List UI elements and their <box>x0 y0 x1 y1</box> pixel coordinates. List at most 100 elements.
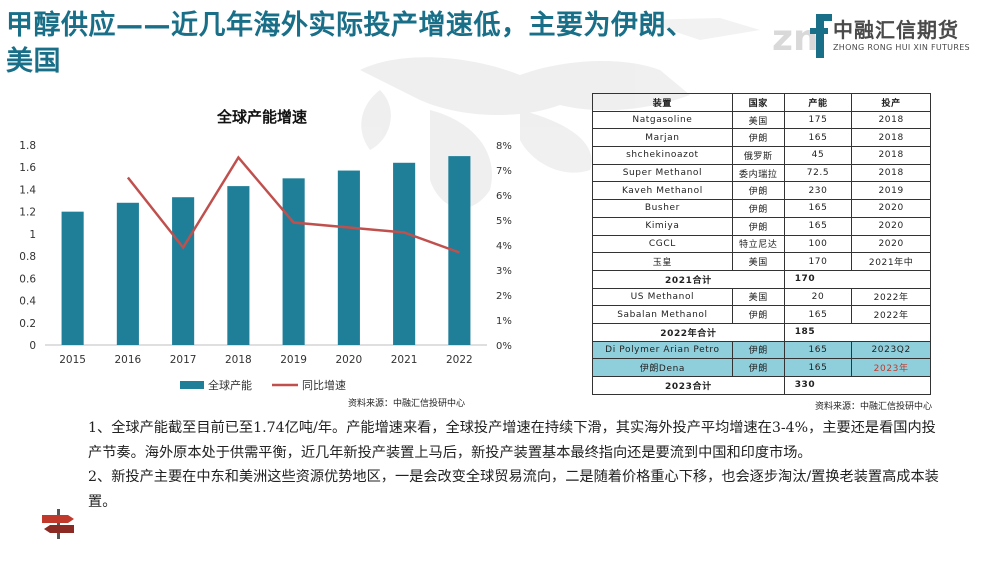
table-total-row: 2022年合计 185 <box>592 322 932 342</box>
paragraph-1: 1、全球产能截至目前已至1.74亿吨/年。产能增速来看，全球投产增速在持续下滑，… <box>88 420 936 461</box>
header-startup: 投产 <box>851 93 931 112</box>
startup-cell: 2021年中 <box>851 252 931 271</box>
total-label: 2023合计 <box>592 376 785 395</box>
x-tick-label: 2020 <box>336 354 363 366</box>
logo-subtitle: ZHONG RONG HUI XIN FUTURES <box>833 43 970 52</box>
capacity-cell: 45 <box>783 146 853 165</box>
legend-swatch-capacity <box>180 381 204 389</box>
table-row: Super Methanol 委内瑞拉 72.5 2018 <box>592 163 931 183</box>
header-country: 国家 <box>731 93 785 112</box>
y-right-tick-label: 6% <box>496 191 512 202</box>
table-header-row: 装置 国家 产能 投产 <box>592 93 931 112</box>
capacity-bar <box>448 156 471 345</box>
y-left-tick-label: 1.6 <box>19 162 36 174</box>
device-cell: 玉皇 <box>592 252 733 271</box>
x-tick-label: 2021 <box>391 354 418 366</box>
startup-cell: 2020 <box>851 234 931 254</box>
device-cell: Kaveh Methanol <box>592 181 733 201</box>
new-capacity-table: 装置 国家 产能 投产 Natgasoline 美国 175 2018 Marjan 伊朗… <box>592 93 932 395</box>
growth-rate-line <box>126 155 460 254</box>
legend-label-capacity: 全球产能 <box>208 378 252 392</box>
table-row: Busher 伊朗 165 2020 <box>592 199 931 218</box>
total-label: 2021合计 <box>592 269 785 289</box>
x-tick-label: 2019 <box>280 354 307 366</box>
y-left-tick-label: 1.2 <box>19 207 36 219</box>
startup-cell: 2023Q2 <box>851 340 931 360</box>
y-left-tick-label: 0.8 <box>19 251 36 263</box>
table-row: 伊朗Dena 伊朗 165 2023年 <box>592 358 931 377</box>
startup-cell: 2023年 <box>851 358 931 377</box>
device-cell: Sabalan Methanol <box>592 305 733 324</box>
table-total-row: 2021合计 170 <box>592 269 932 289</box>
y-right-tick-label: 1% <box>496 316 512 327</box>
country-cell: 伊朗 <box>731 199 785 218</box>
startup-cell: 2018 <box>851 128 931 148</box>
page-title: 甲醇供应——近几年海外实际投产增速低，主要为伊朗、美国 <box>6 10 694 77</box>
x-tick-label: 2016 <box>115 354 142 366</box>
capacity-bar <box>116 202 139 345</box>
country-cell: 伊朗 <box>731 128 785 148</box>
capacity-cell: 165 <box>783 128 853 148</box>
y-left-tick-label: 1 <box>29 229 36 241</box>
total-value: 170 <box>783 269 932 289</box>
y-right-tick-label: 4% <box>496 241 512 252</box>
y-left-tick-label: 0.6 <box>19 273 36 285</box>
logo-name: 中融汇信期货 <box>833 18 959 42</box>
analysis-text: 1、全球产能截至目前已至1.74亿吨/年。产能增速来看，全球投产增速在持续下滑，… <box>88 416 948 514</box>
country-cell: 俄罗斯 <box>731 146 785 165</box>
chart-legend: 全球产能 同比增速 <box>180 378 346 392</box>
chart-title: 全球产能增速 <box>216 108 307 126</box>
startup-cell: 2022年 <box>851 287 931 307</box>
capacity-growth-chart: 全球产能增速 0 0.2 0.4 0.6 0.8 1 1.2 1.4 1.6 1.8 0% 1% 2%… <box>19 108 512 409</box>
y-left-tick-label: 1.8 <box>19 140 36 152</box>
startup-cell: 2022年 <box>851 305 931 324</box>
company-logo: zn 中融汇信期货 ZHONG RONG HUI XIN FUTURES <box>770 8 995 66</box>
device-cell: 伊朗Dena <box>592 358 733 377</box>
table-row: CGCL 特立尼达 100 2020 <box>592 234 931 254</box>
country-cell: 美国 <box>731 287 785 307</box>
capacity-cell: 165 <box>783 340 853 360</box>
device-cell: CGCL <box>592 234 733 254</box>
country-cell: 委内瑞拉 <box>731 163 785 183</box>
startup-cell: 2018 <box>851 163 931 183</box>
table-row: Sabalan Methanol 伊朗 165 2022年 <box>592 305 931 324</box>
country-cell: 伊朗 <box>731 358 785 377</box>
y-right-tick-label: 2% <box>496 291 512 302</box>
device-cell: Busher <box>592 199 733 218</box>
total-value: 330 <box>783 376 932 395</box>
y-right-tick-label: 7% <box>496 166 512 177</box>
startup-cell: 2020 <box>851 216 931 236</box>
country-cell: 美国 <box>731 252 785 271</box>
y-right-tick-label: 3% <box>496 266 512 277</box>
svg-text:zn: zn <box>772 18 819 59</box>
table-row: shchekinoazot 俄罗斯 45 2018 <box>592 146 931 165</box>
total-label: 2022年合计 <box>592 322 785 342</box>
startup-cell: 2019 <box>851 181 931 201</box>
device-cell: Di Polymer Arian Petro <box>592 340 733 360</box>
country-cell: 伊朗 <box>731 305 785 324</box>
device-cell: Natgasoline <box>592 110 733 130</box>
table-row: US Methanol 美国 20 2022年 <box>592 287 931 307</box>
y-left-tick-label: 1.4 <box>19 184 36 196</box>
startup-cell: 2018 <box>851 146 931 165</box>
startup-cell: 2018 <box>851 110 931 130</box>
device-cell: Kimiya <box>592 216 733 236</box>
device-cell: shchekinoazot <box>592 146 733 165</box>
paragraph-2: 2、新投产主要在中东和美洲这些资源优势地区，一是会改变全球贸易流向，二是随着价格… <box>88 469 939 510</box>
chart-source: 资料来源：中融汇信投研中心 <box>348 397 465 409</box>
capacity-bar <box>282 178 305 345</box>
capacity-cell: 100 <box>783 234 853 254</box>
y-right-tick-label: 8% <box>496 141 512 152</box>
country-cell: 美国 <box>731 110 785 130</box>
table-row: Kimiya 伊朗 165 2020 <box>592 216 931 236</box>
device-cell: Super Methanol <box>592 163 733 183</box>
table-total-row: 2023合计 330 <box>592 376 932 395</box>
table-row: Di Polymer Arian Petro 伊朗 165 2023Q2 <box>592 340 931 360</box>
table-source: 资料来源：中融汇信投研中心 <box>815 402 933 412</box>
logo-mark-icon: zn <box>772 14 832 59</box>
signpost-icon <box>42 509 74 539</box>
y-left-tick-label: 0.2 <box>19 318 36 330</box>
country-cell: 伊朗 <box>731 340 785 360</box>
table-row: Marjan 伊朗 165 2018 <box>592 128 931 148</box>
table-row: Natgasoline 美国 175 2018 <box>592 110 931 130</box>
